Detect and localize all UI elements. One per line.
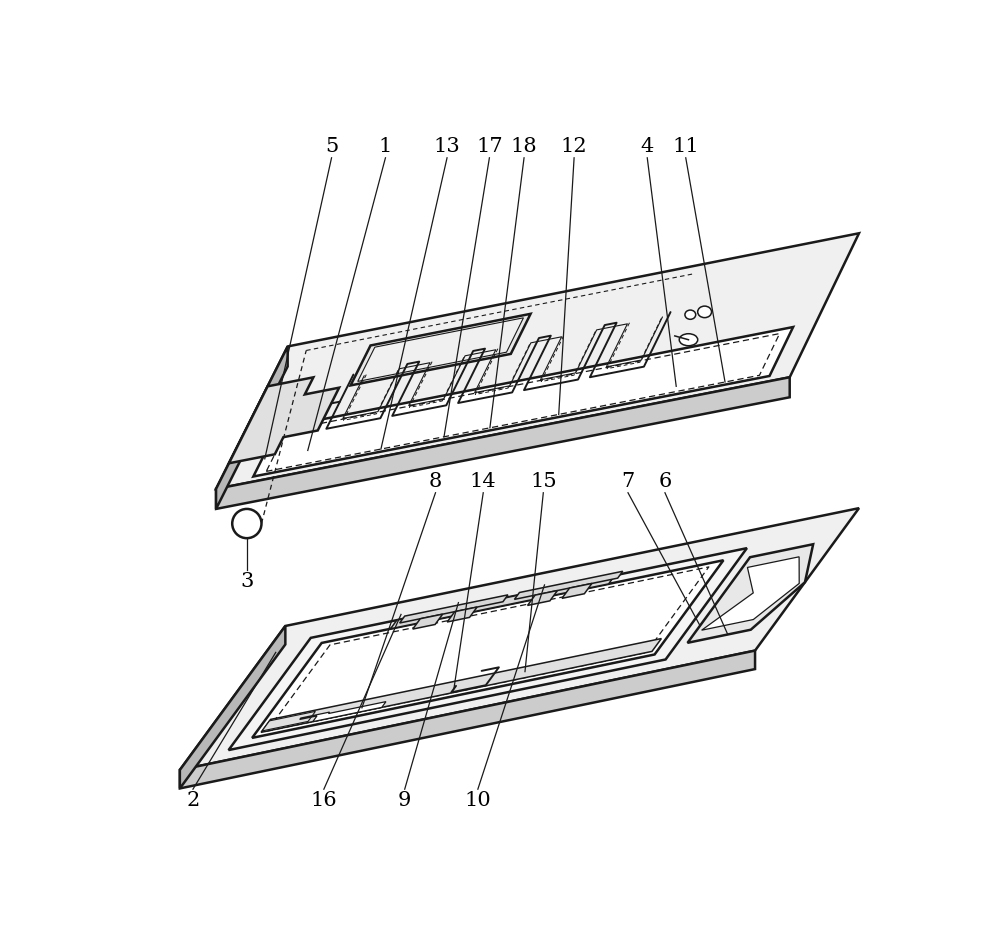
Polygon shape (216, 233, 859, 489)
Polygon shape (391, 576, 615, 629)
Polygon shape (180, 508, 859, 770)
Polygon shape (447, 607, 477, 622)
Polygon shape (252, 560, 723, 737)
Polygon shape (514, 571, 623, 599)
Text: 2: 2 (186, 791, 200, 810)
Polygon shape (229, 378, 339, 463)
Polygon shape (180, 651, 755, 789)
Text: 6: 6 (658, 472, 672, 491)
Polygon shape (702, 557, 799, 631)
Polygon shape (261, 639, 661, 732)
Polygon shape (358, 318, 523, 381)
Text: 1: 1 (379, 137, 392, 155)
Text: 14: 14 (470, 472, 497, 491)
Polygon shape (351, 313, 531, 385)
Ellipse shape (679, 334, 698, 346)
Polygon shape (688, 544, 813, 643)
Text: 10: 10 (464, 791, 491, 810)
Text: 18: 18 (511, 137, 537, 155)
Polygon shape (300, 701, 386, 722)
Text: 5: 5 (325, 137, 338, 155)
Text: 4: 4 (641, 137, 654, 155)
Ellipse shape (232, 509, 261, 538)
Polygon shape (528, 591, 557, 605)
Text: 15: 15 (530, 472, 557, 491)
Polygon shape (562, 583, 592, 598)
Text: 12: 12 (561, 137, 587, 155)
Polygon shape (216, 378, 790, 509)
Text: 9: 9 (398, 791, 411, 810)
Text: 11: 11 (672, 137, 699, 155)
Polygon shape (180, 626, 285, 789)
Polygon shape (229, 548, 747, 751)
Text: 3: 3 (240, 572, 254, 591)
Text: 7: 7 (621, 472, 635, 491)
Text: 13: 13 (434, 137, 460, 155)
Polygon shape (262, 711, 315, 731)
Polygon shape (253, 327, 793, 476)
Text: 17: 17 (476, 137, 503, 155)
Polygon shape (413, 614, 443, 629)
Ellipse shape (698, 306, 712, 318)
Text: 8: 8 (429, 472, 442, 491)
Polygon shape (216, 347, 288, 509)
Text: 16: 16 (311, 791, 337, 810)
Ellipse shape (685, 310, 696, 319)
Polygon shape (400, 595, 508, 623)
